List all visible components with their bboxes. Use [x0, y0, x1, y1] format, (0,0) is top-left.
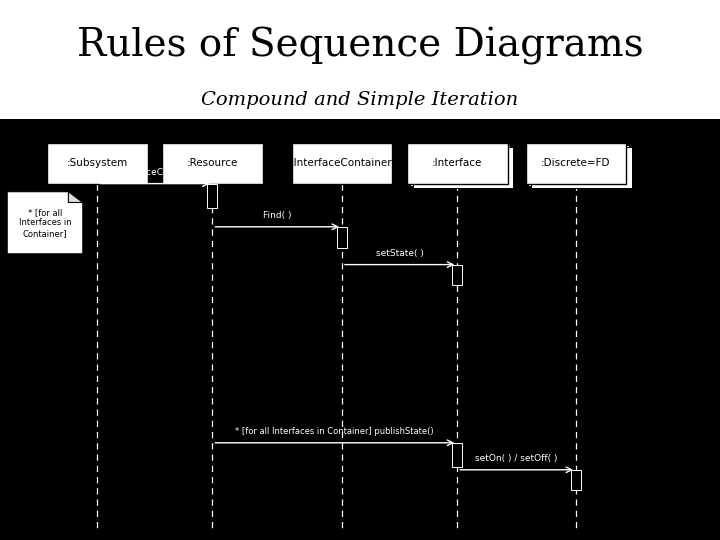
Text: :Discrete=FD: :Discrete=FD	[541, 158, 611, 168]
FancyBboxPatch shape	[571, 470, 581, 490]
FancyBboxPatch shape	[0, 119, 720, 540]
Text: :InterfaceContainer: :InterfaceContainer	[291, 158, 393, 168]
Text: :Resource: :Resource	[186, 158, 238, 168]
Text: Rules of Sequence Diagrams: Rules of Sequence Diagrams	[77, 27, 643, 65]
FancyBboxPatch shape	[0, 0, 720, 119]
Polygon shape	[68, 192, 83, 202]
FancyBboxPatch shape	[207, 184, 217, 208]
Text: :Subsystem: :Subsystem	[66, 158, 128, 168]
FancyBboxPatch shape	[531, 147, 632, 188]
FancyBboxPatch shape	[337, 227, 347, 248]
FancyBboxPatch shape	[292, 143, 392, 184]
Text: Compound and Simple Iteration: Compound and Simple Iteration	[202, 91, 518, 109]
FancyBboxPatch shape	[410, 145, 510, 186]
FancyBboxPatch shape	[528, 145, 629, 186]
Text: * [for all Interfaces in Container] publishState(): * [for all Interfaces in Container] publ…	[235, 427, 434, 436]
FancyBboxPatch shape	[452, 443, 462, 467]
FancyBboxPatch shape	[162, 143, 263, 184]
Text: setState( ): setState( )	[376, 248, 423, 258]
FancyBboxPatch shape	[413, 147, 513, 188]
FancyBboxPatch shape	[452, 265, 462, 285]
Text: :Interface: :Interface	[432, 158, 482, 168]
Text: setOn( ) / setOff( ): setOn( ) / setOff( )	[475, 454, 558, 463]
Text: getInterfaceContainer(): getInterfaceContainer()	[102, 167, 208, 177]
FancyBboxPatch shape	[407, 143, 508, 184]
FancyBboxPatch shape	[526, 143, 626, 184]
PathPatch shape	[7, 192, 83, 254]
Text: * [for all
Interfaces in
Container]: * [for all Interfaces in Container]	[19, 208, 71, 238]
FancyBboxPatch shape	[47, 143, 148, 184]
Text: Find( ): Find( )	[263, 211, 292, 220]
